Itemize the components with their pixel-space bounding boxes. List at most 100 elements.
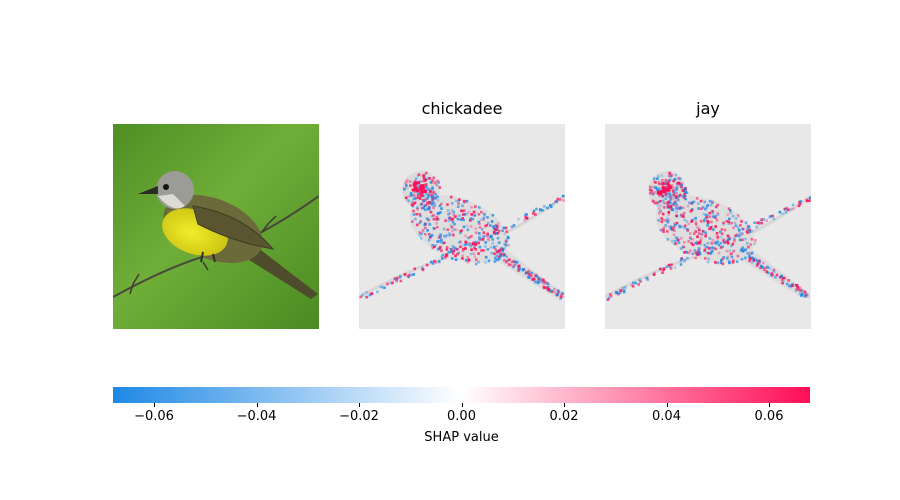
shap-pixel — [735, 234, 738, 237]
shap-pixel — [425, 217, 429, 220]
shap-pixel — [806, 294, 809, 298]
shap-pixel — [524, 272, 527, 275]
shap-pixel — [710, 220, 713, 224]
shap-pixel — [694, 251, 697, 254]
shap-pixel — [556, 293, 559, 297]
shap-pixel — [497, 255, 500, 258]
shap-pixel — [795, 287, 798, 291]
shap-pixel — [655, 187, 659, 190]
shap-pixel — [556, 197, 559, 201]
shap-pixel — [422, 179, 425, 183]
shap-pixel — [497, 241, 501, 244]
shap-pixel — [434, 181, 437, 184]
shap-pixel — [553, 287, 556, 291]
shap-pixel — [667, 205, 670, 209]
shap-pixel — [759, 264, 763, 268]
shap-pixel — [534, 280, 537, 284]
shap-pixel — [800, 294, 803, 297]
shap-pixel — [431, 196, 435, 200]
shap-pixel — [517, 269, 521, 272]
shap-pixel — [667, 203, 670, 206]
shap-pixel — [421, 266, 424, 270]
shap-pixel — [416, 206, 419, 209]
shap-pixel — [671, 197, 675, 201]
shap-pixel — [729, 211, 733, 215]
shap-pixel — [785, 206, 789, 210]
wire-barbs — [129, 215, 277, 295]
shap-pixel — [735, 260, 739, 263]
shap-pixel — [431, 186, 434, 190]
shap-pixel — [741, 238, 744, 242]
shap-pixel — [454, 214, 458, 218]
shap-pixel — [485, 223, 489, 227]
shap-pixel — [683, 260, 686, 263]
shap-pixel — [650, 189, 654, 193]
shap-pixel — [720, 228, 724, 231]
shap-pixel — [707, 257, 710, 261]
shap-pixel — [716, 261, 720, 265]
shap-pixel — [505, 260, 508, 264]
shap-pixel — [668, 265, 672, 269]
shap-pixel — [669, 207, 673, 211]
shap-pixel — [507, 258, 510, 262]
shap-pixel — [495, 251, 499, 254]
shap-pixel — [412, 209, 415, 213]
shap-pixel — [772, 269, 776, 273]
shap-pixel — [661, 194, 664, 198]
shap-pixel — [478, 232, 481, 235]
shap-pixel — [744, 248, 747, 251]
shap-pixel — [482, 249, 485, 252]
shap-pixel — [726, 242, 730, 245]
shap-pixel — [682, 206, 685, 209]
shap-pixel — [728, 217, 731, 221]
shap-pixel — [389, 281, 392, 285]
shap-pixel — [669, 205, 672, 208]
shap-pixel — [482, 231, 486, 234]
shap-pixel — [407, 275, 410, 278]
shap-pixel — [658, 211, 661, 215]
shap-pixel — [695, 240, 699, 243]
shap-pixel — [723, 241, 726, 244]
shap-pixel — [649, 185, 652, 189]
shap-pixel — [443, 234, 446, 238]
shap-pixel — [501, 229, 504, 232]
shap-pixel — [407, 194, 411, 198]
shap-pixel — [698, 252, 701, 256]
shap-pixel — [543, 286, 546, 290]
shap-pixel — [482, 218, 485, 221]
shap-pixel — [509, 263, 513, 267]
shap-pixel — [433, 202, 436, 205]
shap-pixel — [423, 226, 427, 229]
shap-pixel — [406, 198, 409, 202]
shap-pixel — [444, 256, 447, 259]
shap-pixel — [461, 249, 465, 253]
shap-pixel — [452, 249, 456, 253]
shap-pixel — [758, 260, 761, 264]
shap-hotspot — [663, 190, 666, 194]
shap-pixel — [621, 286, 624, 290]
shap-pixel — [785, 282, 789, 286]
shap-pixel — [526, 271, 529, 274]
shap-pixel — [479, 218, 483, 222]
shap-pixel — [527, 270, 531, 274]
shap-pixel — [475, 241, 479, 245]
shap-pixel — [490, 251, 493, 255]
shap-pixel — [751, 229, 754, 233]
shap-pixel — [429, 200, 432, 204]
shap-pixel — [496, 236, 500, 240]
shap-pixel — [703, 200, 707, 204]
shap-pixel — [695, 252, 698, 255]
shap-pixel — [437, 181, 440, 184]
shap-pixel — [437, 235, 441, 238]
shap-pixel — [789, 285, 793, 289]
shap-pixel — [684, 188, 687, 191]
shap-pixel — [405, 186, 409, 190]
shap-pixel — [449, 195, 453, 199]
shap-pixel — [460, 229, 464, 232]
shap-pixel — [454, 258, 458, 261]
shap-pixel — [665, 186, 669, 189]
shap-pixel — [666, 238, 670, 241]
shap-pixel — [424, 226, 427, 230]
shap-map-chickadee — [359, 124, 565, 329]
shap-pixel — [421, 174, 425, 178]
